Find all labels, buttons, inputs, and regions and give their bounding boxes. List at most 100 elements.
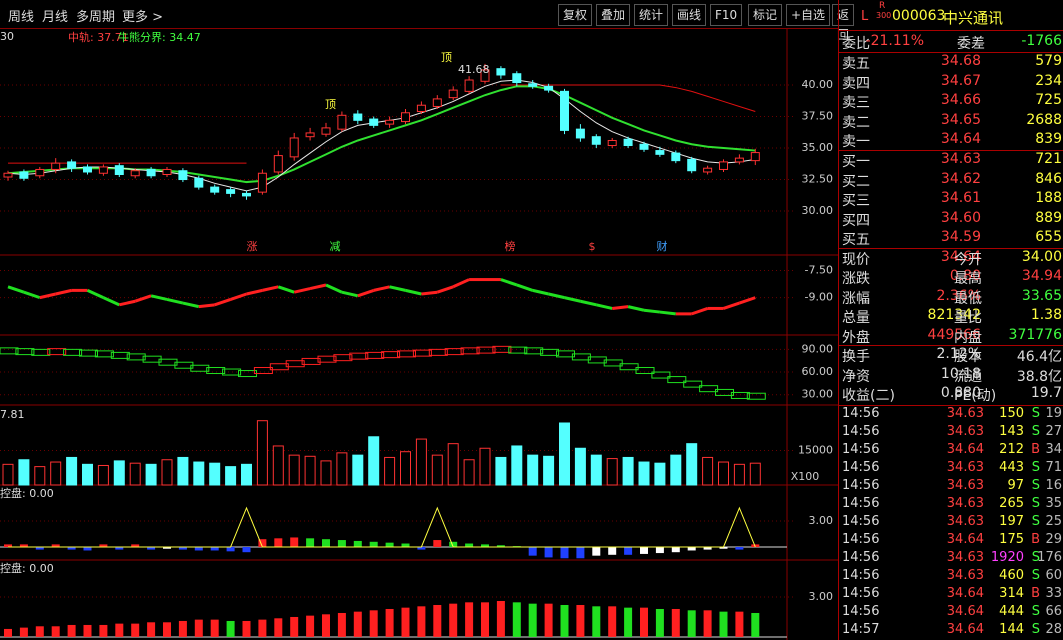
signal-bar bbox=[274, 538, 283, 547]
quote-cell: 14:56 bbox=[842, 406, 880, 421]
candle-body bbox=[146, 168, 156, 177]
tool-button[interactable]: 标记 bbox=[748, 4, 783, 26]
quote-cell: 14:56 bbox=[842, 586, 880, 601]
tool-button[interactable]: 叠加 bbox=[596, 4, 631, 26]
tool-button[interactable]: 统计 bbox=[634, 4, 669, 26]
candle-body bbox=[703, 167, 713, 173]
quote-cell: 212 bbox=[999, 442, 1024, 457]
view-tab[interactable]: 月线 bbox=[42, 10, 69, 25]
signal-bar bbox=[51, 544, 60, 547]
quote-cell: S bbox=[1031, 568, 1040, 583]
divider bbox=[839, 345, 1063, 346]
trend-segment bbox=[357, 288, 375, 298]
quote-cell: 97 bbox=[1007, 478, 1024, 493]
quote-cell: 34.63 bbox=[940, 151, 981, 167]
tool-button[interactable]: 返回 bbox=[832, 4, 855, 42]
quote-cell: 19 bbox=[1045, 406, 1062, 421]
quote-cell: 14:57 bbox=[842, 622, 880, 637]
quote-cell: 买二 bbox=[842, 173, 870, 190]
quote-cell: B bbox=[1031, 586, 1040, 601]
signal-bar bbox=[290, 537, 299, 547]
ladder-step bbox=[349, 352, 369, 360]
quote-cell: 流通 bbox=[954, 368, 982, 385]
volume-bar bbox=[495, 456, 507, 486]
quote-cell: S bbox=[1031, 514, 1040, 529]
signal-bar bbox=[194, 619, 203, 637]
tool-button[interactable]: 画线 bbox=[672, 4, 707, 26]
signal-bar bbox=[210, 546, 219, 551]
volume-bar bbox=[749, 462, 761, 486]
trend-segment bbox=[436, 285, 454, 294]
trend-segment bbox=[373, 285, 390, 292]
signal-bar bbox=[449, 603, 458, 637]
signal-bar bbox=[258, 539, 267, 547]
quote-cell: 买四 bbox=[842, 212, 870, 229]
quote-cell: R bbox=[879, 1, 886, 11]
quote-cell: 314 bbox=[999, 586, 1024, 601]
candle-body bbox=[353, 113, 363, 121]
quote-cell: 19.7 bbox=[1030, 385, 1062, 402]
signal-bar bbox=[385, 608, 394, 637]
quote-cell: 涨跌 bbox=[842, 271, 870, 288]
candle-body bbox=[416, 104, 426, 113]
tool-button[interactable]: 复权 bbox=[558, 4, 593, 26]
signal-bar bbox=[19, 627, 28, 637]
signal-bar bbox=[671, 608, 680, 637]
signal-bar bbox=[703, 610, 712, 637]
trend-segment bbox=[421, 290, 438, 296]
signal-bar bbox=[640, 546, 648, 554]
quote-cell: 14:56 bbox=[842, 532, 880, 547]
quote-cell: 25 bbox=[1045, 514, 1062, 529]
volume-bar bbox=[225, 466, 237, 486]
ladder-step bbox=[587, 356, 607, 364]
quote-cell: 371776 bbox=[1008, 326, 1062, 343]
ladder-step bbox=[110, 351, 130, 359]
signal-bar bbox=[385, 542, 394, 547]
signal-bar bbox=[401, 607, 410, 637]
quote-cell: 14:56 bbox=[842, 424, 880, 439]
signal-bar bbox=[496, 601, 505, 637]
volume-bar bbox=[733, 463, 745, 486]
quote-cell: 234 bbox=[1035, 72, 1062, 89]
ladder-step bbox=[508, 346, 528, 354]
volume-bar bbox=[352, 454, 364, 486]
y-tick-label: 60.00 bbox=[802, 365, 834, 378]
event-marker: 涨 bbox=[247, 240, 258, 253]
quote-cell: 34.67 bbox=[940, 72, 981, 89]
view-tab[interactable]: 周线 bbox=[8, 10, 35, 25]
tool-button[interactable]: F10 bbox=[710, 4, 743, 26]
quote-cell: 34.00 bbox=[1021, 249, 1062, 265]
candle-body bbox=[178, 170, 188, 181]
divider bbox=[839, 150, 1063, 151]
quote-cell: 449566 bbox=[927, 326, 981, 343]
tool-button[interactable]: +自选 bbox=[786, 4, 831, 26]
signal-bar bbox=[83, 624, 92, 637]
ladder-step bbox=[174, 361, 194, 369]
volume-bar bbox=[415, 438, 427, 486]
view-tab[interactable]: 更多 > bbox=[122, 10, 164, 25]
quote-cell: 34.63 bbox=[946, 568, 984, 583]
quote-cell: 2688 bbox=[1026, 111, 1062, 128]
quote-cell: 34.63 bbox=[946, 424, 984, 439]
volume-bar bbox=[241, 463, 252, 486]
candle-body bbox=[496, 68, 506, 76]
quote-cell: 33.65 bbox=[1021, 287, 1062, 304]
trend-segment bbox=[516, 283, 534, 292]
unit-label: X100 bbox=[791, 470, 820, 483]
ladder-step bbox=[31, 348, 51, 356]
view-tab[interactable]: 多周期 bbox=[76, 10, 116, 25]
candle-body bbox=[719, 161, 728, 170]
candle-body bbox=[512, 73, 522, 84]
candle-body bbox=[480, 69, 490, 82]
trend-segment bbox=[23, 290, 41, 300]
signal-bar bbox=[417, 546, 426, 550]
trend-segment bbox=[405, 288, 422, 296]
trend-segment bbox=[612, 305, 629, 310]
quote-cell: 换手 bbox=[842, 349, 870, 365]
signal-bar bbox=[99, 624, 108, 637]
indicator-label: 中轨: 37.71 bbox=[68, 30, 129, 44]
volume-bar bbox=[447, 443, 459, 486]
annotation: 顶 bbox=[441, 51, 452, 64]
quote-cell: 265 bbox=[999, 496, 1024, 511]
quote-cell: 889 bbox=[1035, 209, 1062, 226]
